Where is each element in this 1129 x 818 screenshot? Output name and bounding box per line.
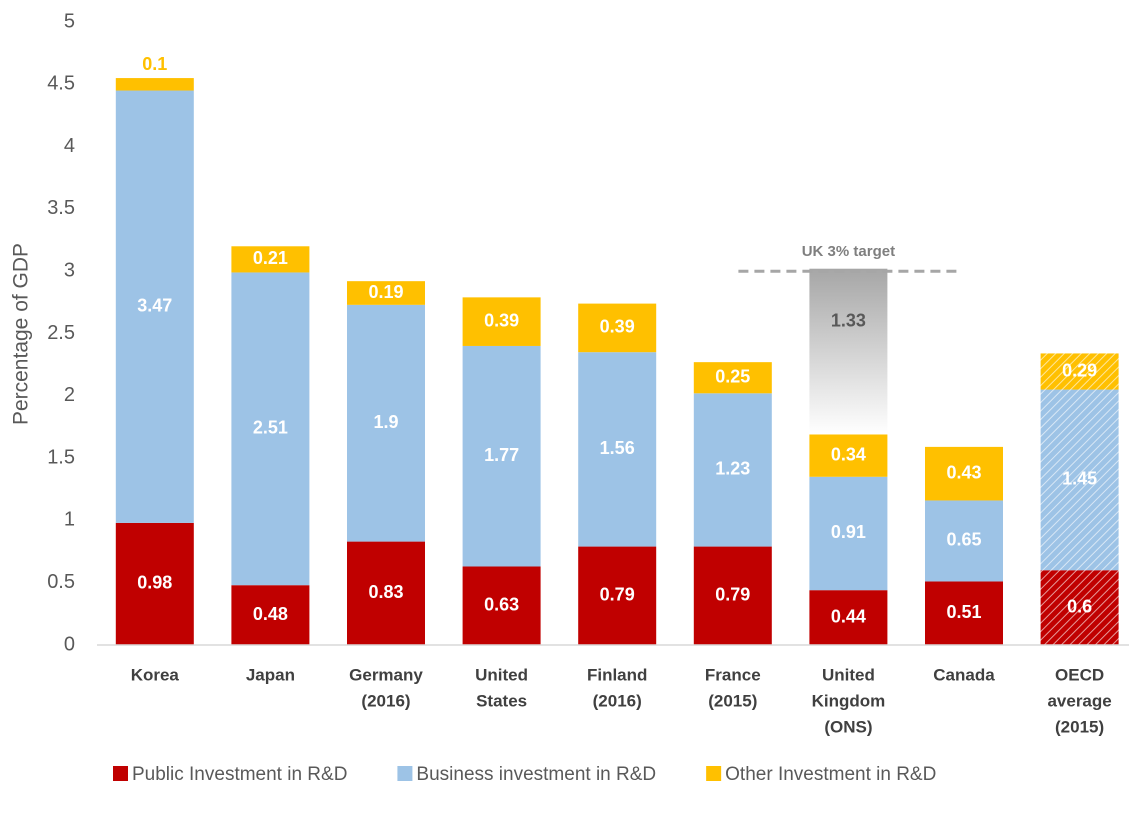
data-label: 0.44	[831, 606, 866, 626]
x-tick-label: (2016)	[361, 691, 410, 710]
legend-swatch	[113, 766, 128, 781]
target-gap	[809, 268, 888, 435]
bar-segment	[925, 581, 1003, 645]
data-label: 0.79	[715, 585, 750, 605]
data-label: 0.25	[715, 366, 750, 386]
data-label: 2.51	[253, 418, 288, 438]
x-tick-label: (2016)	[593, 691, 642, 710]
data-label: 0.1	[142, 54, 167, 74]
x-tick-label: Canada	[933, 665, 995, 684]
data-label: 0.79	[600, 585, 635, 605]
data-label: 1.9	[373, 412, 398, 432]
x-tick-label: Germany	[349, 665, 423, 684]
bar-segment	[347, 541, 425, 645]
data-label: 1.45	[1062, 469, 1097, 489]
x-tick-label: France	[705, 665, 761, 684]
y-tick-label: 5	[64, 10, 75, 32]
x-tick-label: (ONS)	[824, 717, 872, 736]
x-tick-label: United	[475, 665, 528, 684]
data-label: 0.29	[1062, 360, 1097, 380]
x-tick-label: Korea	[131, 665, 180, 684]
y-axis-title: Percentage of GDP	[10, 243, 33, 425]
bar-segment	[925, 446, 1003, 501]
data-label: 0.21	[253, 248, 288, 268]
legend-label: Business investment in R&D	[416, 764, 656, 785]
bar-segment	[925, 500, 1003, 582]
data-label: 0.63	[484, 595, 519, 615]
bar-segment	[1040, 389, 1119, 571]
data-label: 0.43	[946, 462, 981, 482]
x-tick-label: Finland	[587, 665, 647, 684]
bar-segment	[693, 362, 772, 394]
y-tick-label: 3.5	[47, 197, 75, 219]
bar-segment	[115, 78, 194, 91]
bar-segment	[347, 304, 425, 542]
legend-swatch	[397, 766, 413, 781]
bar-segment	[1040, 353, 1119, 390]
bar-segment	[693, 393, 772, 547]
legend-swatch	[706, 766, 722, 781]
bar-segment	[231, 246, 310, 273]
data-label: 1.56	[600, 438, 635, 458]
bar-segment	[231, 272, 310, 586]
x-tick-label: average	[1047, 691, 1111, 710]
data-label: 0.19	[368, 282, 403, 302]
bar-segment	[809, 434, 888, 477]
data-label: 0.39	[484, 310, 519, 330]
y-tick-label: 2	[64, 384, 75, 406]
data-label: 1.77	[484, 445, 519, 465]
legend-label: Other Investment in R&D	[725, 764, 936, 785]
data-label: 1.23	[715, 459, 750, 479]
bar-segment	[578, 303, 657, 353]
data-label: 3.47	[137, 295, 172, 315]
x-tick-label: States	[476, 691, 527, 710]
x-tick-label: United	[822, 665, 875, 684]
legend-label: Public Investment in R&D	[132, 764, 347, 785]
y-tick-label: 2.5	[47, 322, 75, 344]
data-label: 0.91	[831, 522, 866, 542]
y-tick-label: 4.5	[47, 73, 75, 95]
data-label: 0.51	[946, 602, 981, 622]
data-label: 0.39	[600, 317, 635, 337]
bar-segment	[115, 522, 194, 645]
bar-segment	[462, 345, 541, 567]
y-tick-label: 0.5	[47, 571, 75, 593]
x-tick-label: Kingdom	[812, 691, 886, 710]
target-label: UK 3% target	[802, 243, 895, 260]
bar-segment	[578, 546, 657, 645]
data-label: 0.65	[946, 530, 981, 550]
y-tick-label: 1	[64, 509, 75, 531]
bar-segment	[462, 297, 541, 346]
data-label: 0.48	[253, 604, 288, 624]
x-tick-label: Japan	[246, 665, 295, 684]
data-label: 1.33	[831, 310, 866, 330]
bar-segment	[1040, 570, 1119, 645]
bar-segment	[693, 546, 772, 645]
y-tick-label: 3	[64, 259, 75, 281]
y-tick-label: 1.5	[47, 446, 75, 468]
bar-segment	[578, 352, 657, 547]
data-label: 0.34	[831, 444, 866, 464]
y-tick-label: 0	[64, 633, 75, 655]
bar-segment	[231, 585, 310, 645]
x-tick-label: OECD	[1055, 665, 1104, 684]
data-label: 0.83	[368, 582, 403, 602]
x-tick-label: (2015)	[1055, 717, 1104, 736]
bar-segment	[347, 281, 425, 305]
y-tick-label: 4	[64, 135, 75, 157]
data-label: 0.6	[1067, 596, 1092, 616]
bar-segment	[462, 566, 541, 645]
data-label: 0.98	[137, 573, 172, 593]
bar-segment	[809, 590, 888, 645]
bar-segment	[809, 476, 888, 591]
bar-segment	[115, 90, 194, 523]
x-tick-label: (2015)	[708, 691, 757, 710]
